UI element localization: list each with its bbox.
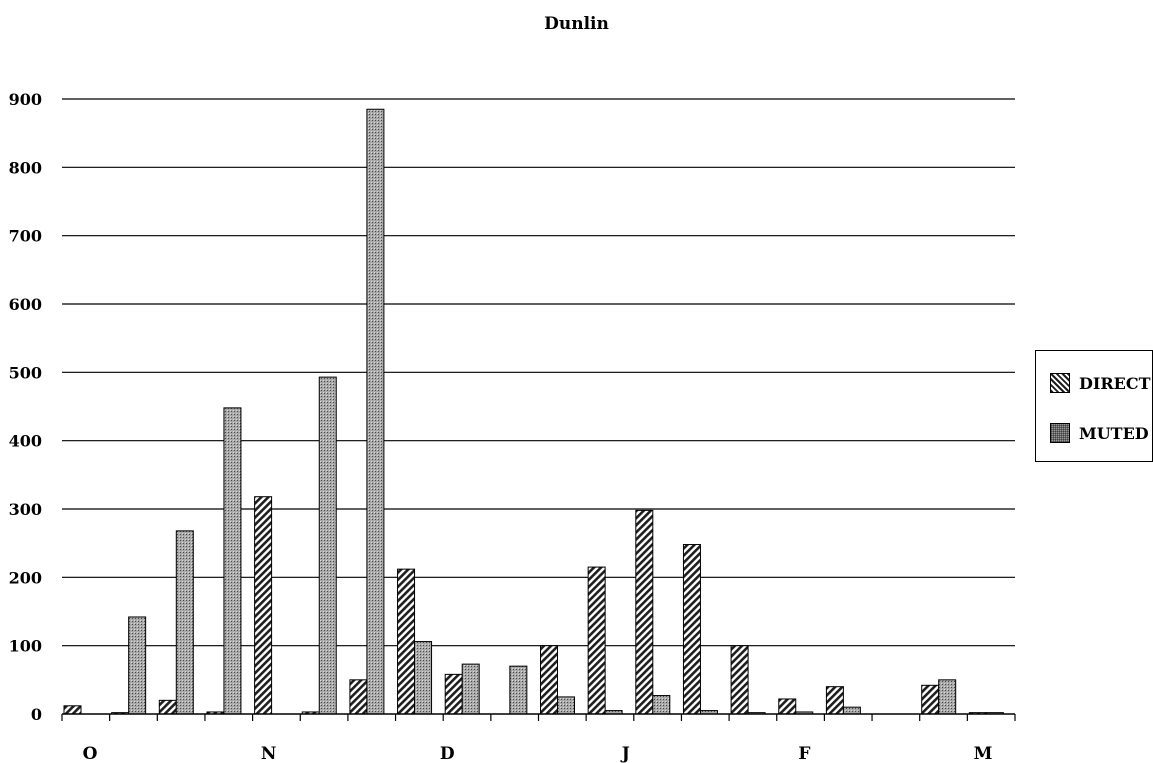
bar-muted bbox=[510, 666, 527, 714]
bar-direct bbox=[64, 706, 81, 714]
y-axis-labels: 0 100 200 300 400 500 600 700 800 900 bbox=[9, 90, 42, 724]
bar-direct bbox=[922, 685, 939, 714]
bar-muted bbox=[653, 696, 670, 714]
bar-direct bbox=[779, 699, 796, 714]
bar-muted bbox=[319, 377, 336, 714]
bar-direct bbox=[541, 646, 558, 714]
y-tick-label: 200 bbox=[9, 568, 42, 587]
bar-muted bbox=[176, 531, 193, 714]
bar-direct bbox=[683, 545, 700, 714]
y-tick-label: 800 bbox=[9, 158, 42, 177]
x-axis bbox=[62, 714, 1015, 721]
bar-muted bbox=[129, 617, 146, 714]
bar-direct bbox=[588, 567, 605, 714]
bar-direct bbox=[255, 497, 272, 714]
bar-direct bbox=[636, 510, 653, 714]
bar-direct bbox=[159, 700, 176, 714]
bars bbox=[64, 109, 1003, 714]
gridlines bbox=[62, 99, 1015, 646]
y-tick-label: 100 bbox=[9, 637, 42, 656]
legend-item-direct: DIRECT bbox=[1050, 371, 1151, 395]
bar-direct bbox=[445, 674, 462, 714]
y-tick-label: 0 bbox=[31, 705, 42, 724]
x-tick-label: D bbox=[440, 744, 455, 763]
legend-item-muted: MUTED bbox=[1050, 421, 1149, 445]
bar-muted bbox=[224, 408, 241, 714]
bar-muted bbox=[462, 664, 479, 714]
legend-label-direct: DIRECT bbox=[1079, 374, 1151, 393]
bar-muted bbox=[843, 707, 860, 714]
x-tick-label: F bbox=[798, 744, 810, 763]
legend: DIRECT MUTED bbox=[1035, 350, 1153, 462]
y-tick-label: 900 bbox=[9, 90, 42, 109]
x-tick-label: M bbox=[974, 744, 993, 763]
bar-muted bbox=[558, 697, 575, 714]
bar-muted bbox=[367, 109, 384, 714]
y-tick-label: 500 bbox=[9, 363, 42, 382]
y-tick-label: 300 bbox=[9, 500, 42, 519]
bar-direct bbox=[350, 680, 367, 714]
x-tick-label: N bbox=[261, 744, 277, 763]
bar-direct bbox=[398, 569, 415, 714]
bar-muted bbox=[415, 642, 432, 714]
y-tick-label: 700 bbox=[9, 227, 42, 246]
legend-swatch-direct bbox=[1050, 373, 1070, 393]
x-tick-label: O bbox=[83, 744, 98, 763]
bar-direct bbox=[731, 646, 748, 714]
legend-label-muted: MUTED bbox=[1079, 424, 1149, 443]
x-tick-label: J bbox=[620, 744, 630, 763]
bar-muted bbox=[939, 680, 956, 714]
bar-direct bbox=[826, 687, 843, 714]
y-tick-label: 600 bbox=[9, 295, 42, 314]
legend-swatch-muted bbox=[1050, 423, 1070, 443]
y-tick-label: 400 bbox=[9, 432, 42, 451]
